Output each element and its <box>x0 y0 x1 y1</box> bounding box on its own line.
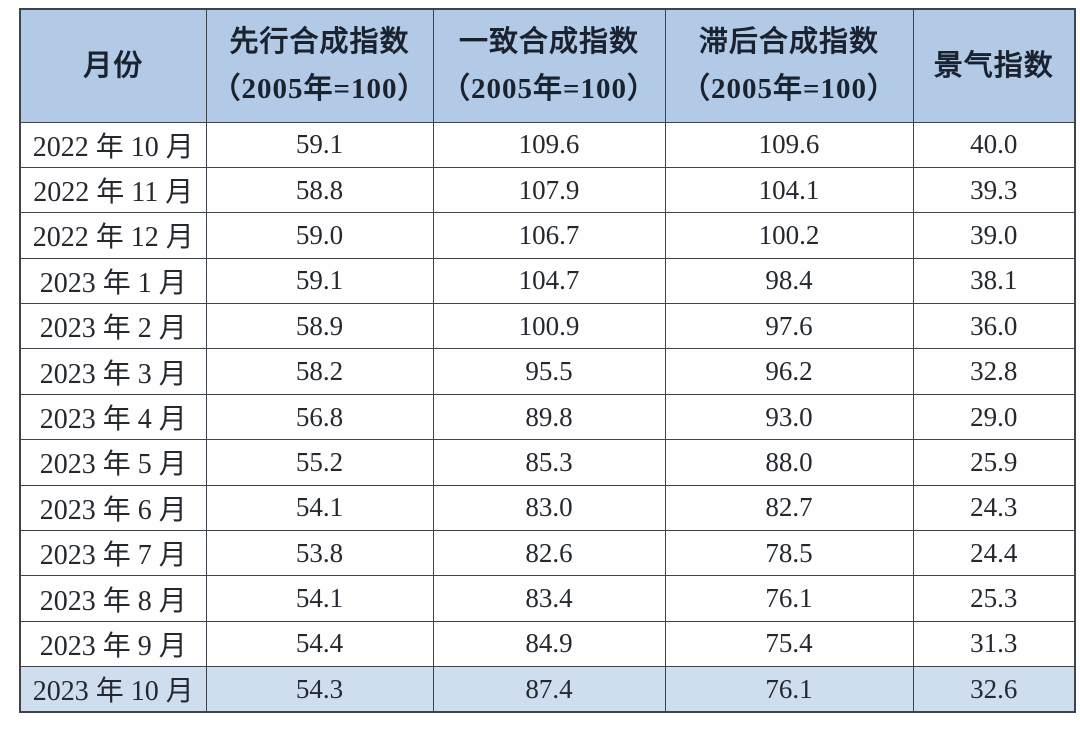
cell-leading: 54.4 <box>205 620 434 668</box>
cell-coincident: 107.9 <box>432 166 666 214</box>
cell-month: 2023 年 7 月 <box>19 530 207 577</box>
cell-coincident: 109.6 <box>432 121 666 168</box>
table-row: 2023 年 4 月 56.8 89.8 93.0 29.0 <box>19 393 1076 441</box>
cell-coincident: 89.8 <box>432 393 666 441</box>
cell-month: 2022 年 10 月 <box>19 121 207 168</box>
cell-prosperity: 38.1 <box>912 257 1076 305</box>
col-header-lagging-label: 滞后合成指数 <box>698 26 879 59</box>
cell-lagging: 97.6 <box>664 303 914 350</box>
cell-month: 2023 年 2 月 <box>19 303 207 350</box>
cell-coincident: 100.9 <box>432 303 666 350</box>
cell-prosperity: 31.3 <box>912 620 1076 668</box>
composite-index-table-container: 月份 先行合成指数 （2005年=100） 一致合成指数 （2005年=100）… <box>19 8 1076 714</box>
cell-leading: 58.2 <box>205 348 434 395</box>
table-row: 2023 年 2 月 58.9 100.9 97.6 36.0 <box>19 303 1076 350</box>
cell-leading: 55.2 <box>205 439 434 486</box>
cell-month: 2023 年 9 月 <box>19 620 207 668</box>
cell-lagging: 100.2 <box>664 212 914 259</box>
cell-leading: 54.3 <box>205 666 434 713</box>
cell-lagging: 104.1 <box>664 166 914 214</box>
cell-month: 2022 年 11 月 <box>19 166 207 214</box>
cell-coincident: 83.4 <box>432 575 666 622</box>
cell-leading: 58.9 <box>205 303 434 350</box>
cell-leading: 56.8 <box>205 393 434 441</box>
cell-lagging: 93.0 <box>664 393 914 441</box>
table-row: 2023 年 1 月 59.1 104.7 98.4 38.1 <box>19 257 1076 305</box>
cell-lagging: 96.2 <box>664 348 914 395</box>
cell-leading: 54.1 <box>205 484 434 532</box>
col-header-leading-sub: （2005年=100） <box>211 72 428 105</box>
table-row: 2022 年 11 月 58.8 107.9 104.1 39.3 <box>19 166 1076 214</box>
cell-prosperity: 29.0 <box>912 393 1076 441</box>
cell-lagging: 78.5 <box>664 530 914 577</box>
cell-prosperity: 39.3 <box>912 166 1076 214</box>
cell-leading: 53.8 <box>205 530 434 577</box>
table-row: 2022 年 10 月 59.1 109.6 109.6 40.0 <box>19 121 1076 168</box>
table-row: 2023 年 5 月 55.2 85.3 88.0 25.9 <box>19 439 1076 486</box>
cell-coincident: 85.3 <box>432 439 666 486</box>
table-row: 2023 年 7 月 53.8 82.6 78.5 24.4 <box>19 530 1076 577</box>
cell-prosperity: 32.8 <box>912 348 1076 395</box>
cell-lagging: 109.6 <box>664 121 914 168</box>
cell-prosperity: 25.9 <box>912 439 1076 486</box>
cell-month: 2023 年 3 月 <box>19 348 207 395</box>
cell-leading: 54.1 <box>205 575 434 622</box>
cell-coincident: 82.6 <box>432 530 666 577</box>
cell-coincident: 106.7 <box>432 212 666 259</box>
col-header-month-label: 月份 <box>83 49 144 82</box>
cell-prosperity: 24.4 <box>912 530 1076 577</box>
col-header-coincident-label: 一致合成指数 <box>458 26 639 59</box>
cell-prosperity: 39.0 <box>912 212 1076 259</box>
cell-month: 2022 年 12 月 <box>19 212 207 259</box>
table-row: 2022 年 12 月 59.0 106.7 100.2 39.0 <box>19 212 1076 259</box>
cell-prosperity: 32.6 <box>912 666 1076 713</box>
composite-index-table: 月份 先行合成指数 （2005年=100） 一致合成指数 （2005年=100）… <box>19 8 1076 714</box>
cell-coincident: 87.4 <box>432 666 666 713</box>
col-header-lagging-sub: （2005年=100） <box>680 72 898 105</box>
col-header-coincident-sub: （2005年=100） <box>440 72 658 105</box>
table-row: 2023 年 8 月 54.1 83.4 76.1 25.3 <box>19 575 1076 622</box>
cell-lagging: 76.1 <box>664 575 914 622</box>
cell-leading: 59.1 <box>205 121 434 168</box>
table-row: 2023 年 3 月 58.2 95.5 96.2 32.8 <box>19 348 1076 395</box>
cell-prosperity: 25.3 <box>912 575 1076 622</box>
cell-prosperity: 24.3 <box>912 484 1076 532</box>
cell-lagging: 82.7 <box>664 484 914 532</box>
col-header-leading-label: 先行合成指数 <box>229 26 410 59</box>
cell-month: 2023 年 4 月 <box>19 393 207 441</box>
table-row: 2023 年 9 月 54.4 84.9 75.4 31.3 <box>19 620 1076 668</box>
col-header-prosperity-label: 景气指数 <box>933 49 1054 82</box>
col-header-prosperity-index: 景气指数 <box>912 8 1076 123</box>
cell-month: 2023 年 1 月 <box>19 257 207 305</box>
header-row: 月份 先行合成指数 （2005年=100） 一致合成指数 （2005年=100）… <box>19 8 1076 123</box>
cell-coincident: 104.7 <box>432 257 666 305</box>
cell-lagging: 98.4 <box>664 257 914 305</box>
cell-leading: 59.0 <box>205 212 434 259</box>
cell-lagging: 75.4 <box>664 620 914 668</box>
col-header-month: 月份 <box>19 8 207 123</box>
cell-prosperity: 40.0 <box>912 121 1076 168</box>
table-row: 2023 年 6 月 54.1 83.0 82.7 24.3 <box>19 484 1076 532</box>
cell-leading: 59.1 <box>205 257 434 305</box>
col-header-leading-index: 先行合成指数 （2005年=100） <box>205 8 434 123</box>
cell-coincident: 83.0 <box>432 484 666 532</box>
cell-month: 2023 年 6 月 <box>19 484 207 532</box>
cell-lagging: 88.0 <box>664 439 914 486</box>
cell-coincident: 95.5 <box>432 348 666 395</box>
col-header-lagging-index: 滞后合成指数 （2005年=100） <box>664 8 914 123</box>
cell-lagging: 76.1 <box>664 666 914 713</box>
cell-month: 2023 年 8 月 <box>19 575 207 622</box>
cell-month: 2023 年 10 月 <box>19 666 207 713</box>
cell-month: 2023 年 5 月 <box>19 439 207 486</box>
table-row: 2023 年 10 月 54.3 87.4 76.1 32.6 <box>19 666 1076 713</box>
cell-coincident: 84.9 <box>432 620 666 668</box>
col-header-coincident-index: 一致合成指数 （2005年=100） <box>432 8 666 123</box>
cell-prosperity: 36.0 <box>912 303 1076 350</box>
cell-leading: 58.8 <box>205 166 434 214</box>
